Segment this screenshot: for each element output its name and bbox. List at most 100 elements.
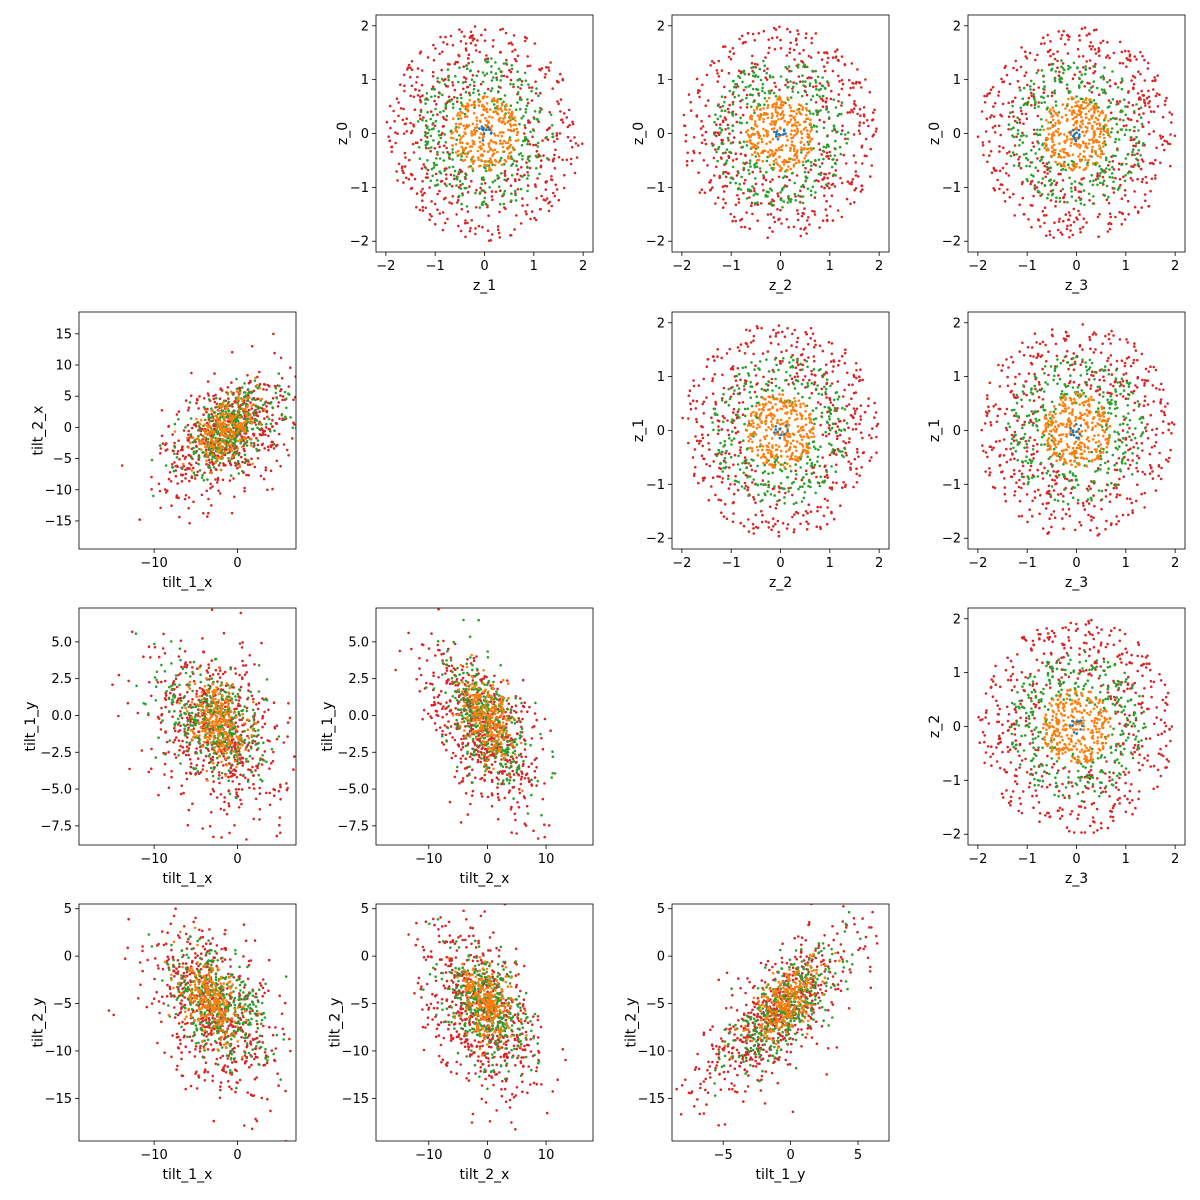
scatter-point: [718, 174, 721, 178]
scatter-point: [424, 98, 427, 101]
scatter-point: [728, 132, 731, 135]
scatter-point: [516, 101, 519, 104]
scatter-point: [734, 431, 738, 435]
scatter-point: [739, 521, 742, 525]
scatter-point: [520, 165, 523, 169]
scatter-point: [859, 368, 862, 372]
scatter-point: [1126, 171, 1130, 175]
scatter-point: [805, 232, 808, 235]
scatter-point: [226, 451, 230, 455]
scatter-point: [1098, 147, 1101, 150]
scatter-point: [1120, 87, 1124, 91]
scatter-point: [708, 181, 711, 184]
scatter-point: [278, 384, 281, 388]
scatter-point: [451, 195, 455, 198]
scatter-point: [1088, 44, 1091, 48]
scatter-point: [1078, 158, 1082, 161]
scatter-point: [805, 219, 809, 222]
scatter-point: [1013, 119, 1017, 123]
scatter-point: [1066, 102, 1069, 106]
scatter-point: [1061, 103, 1065, 106]
scatter-point: [870, 456, 873, 459]
scatter-point: [399, 107, 403, 110]
scatter-point: [492, 97, 496, 100]
scatter-point: [263, 429, 267, 433]
scatter-point: [1131, 153, 1134, 157]
scatter-point: [228, 435, 232, 438]
scatter-point: [1062, 71, 1065, 75]
scatter-point: [207, 398, 211, 401]
scatter-point: [401, 169, 404, 173]
scatter-point: [751, 132, 754, 136]
scatter-point: [777, 146, 781, 150]
scatter-point: [457, 80, 460, 84]
scatter-point: [1114, 176, 1117, 180]
scatter-point: [1038, 225, 1042, 228]
scatter-point: [471, 74, 475, 77]
scatter-point: [200, 442, 203, 446]
scatter-point: [553, 194, 557, 198]
scatter-point: [713, 174, 716, 177]
scatter-point: [221, 456, 225, 460]
scatter-point: [1077, 76, 1081, 80]
scatter-point: [770, 203, 773, 206]
scatter-point: [836, 380, 840, 383]
scatter-point: [732, 136, 736, 139]
scatter-point: [1092, 136, 1096, 139]
scatter-point: [786, 201, 790, 204]
scatter-point: [792, 165, 796, 168]
scatter-point: [1102, 129, 1106, 132]
scatter-point: [524, 136, 527, 139]
scatter-point: [468, 91, 471, 95]
scatter-point: [513, 57, 517, 61]
scatter-point: [832, 124, 836, 128]
scatter-point: [467, 53, 471, 56]
scatter-point: [466, 210, 470, 213]
scatter-point: [214, 396, 218, 400]
scatter-point: [250, 344, 254, 348]
y-tick-label: −1: [350, 181, 369, 196]
scatter-point: [217, 464, 221, 467]
scatter-point: [846, 137, 850, 141]
scatter-point: [223, 419, 227, 423]
scatter-point: [249, 441, 253, 445]
scatter-point: [729, 181, 732, 184]
scatter-point: [179, 448, 183, 452]
scatter-point: [768, 148, 772, 152]
scatter-point: [688, 389, 692, 393]
scatter-point: [1059, 76, 1062, 79]
scatter-point: [825, 97, 828, 100]
scatter-point: [757, 94, 761, 97]
scatter-point: [221, 409, 225, 413]
scatter-point: [1007, 115, 1011, 118]
scatter-point: [216, 478, 220, 482]
scatter-point: [1123, 189, 1127, 192]
scatter-point: [394, 131, 397, 134]
scatter-point: [464, 80, 467, 84]
scatter-point: [1038, 159, 1042, 163]
scatter-point: [751, 142, 754, 146]
scatter-point: [1018, 144, 1021, 147]
scatter-point: [463, 175, 467, 179]
scatter-point: [1123, 179, 1127, 183]
scatter-point: [450, 98, 454, 101]
scatter-point: [191, 436, 195, 439]
scatter-point: [1046, 147, 1049, 150]
scatter-point: [1084, 167, 1088, 170]
scatter-point: [438, 133, 441, 137]
scatter-point: [213, 411, 217, 414]
scatter-point: [267, 427, 270, 431]
scatter-point: [1099, 152, 1103, 156]
scatter-point: [1015, 135, 1018, 138]
scatter-point: [796, 29, 799, 32]
scatter-point: [1024, 50, 1027, 53]
scatter-point: [465, 115, 469, 118]
scatter-point: [1161, 143, 1164, 146]
scatter-point: [997, 124, 1001, 128]
scatter-point: [859, 190, 863, 193]
scatter-point: [801, 108, 804, 112]
scatter-point: [229, 474, 233, 477]
scatter-point: [1132, 138, 1135, 142]
scatter-point: [1030, 149, 1033, 152]
scatter-point: [762, 134, 766, 137]
